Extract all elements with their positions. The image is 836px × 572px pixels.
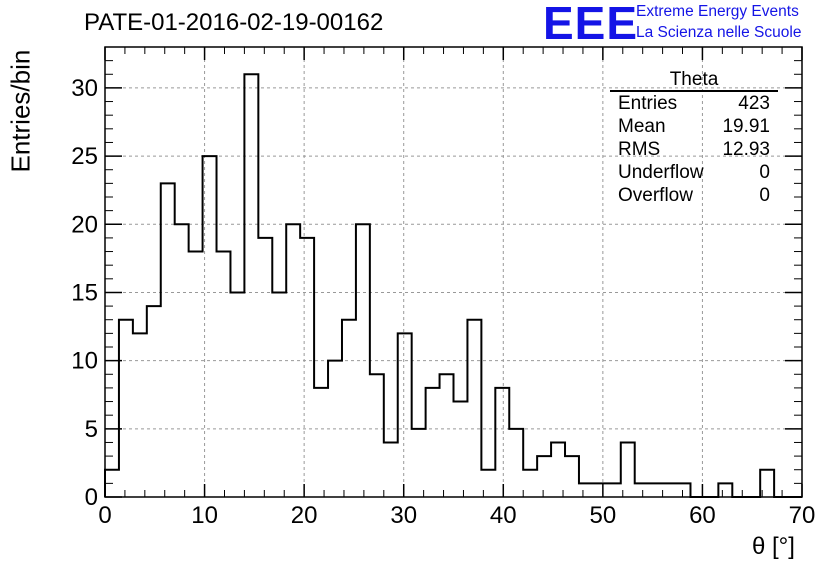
x-tick-label: 40 [490,502,517,529]
logo-subtitle-2: La Scienza nelle Scuole [636,24,802,41]
y-tick-label: 25 [71,143,98,170]
x-tick-label: 30 [390,502,417,529]
logo-subtitle-1: Extreme Energy Events [636,3,799,20]
stats-value: 0 [759,185,770,206]
x-tick-label: 0 [98,502,111,529]
stats-value: 12.93 [722,139,770,160]
stats-label: Mean [618,116,666,137]
y-tick-label: 5 [85,416,98,443]
x-tick-label: 70 [789,502,816,529]
x-tick-label: 60 [689,502,716,529]
y-tick-label: 0 [85,484,98,511]
chart-title: PATE-01-2016-02-19-00162 [84,9,384,36]
grid-lines [105,47,802,497]
stats-label: RMS [618,139,661,160]
stats-row: Underflow 0 [610,161,778,184]
y-tick-label: 20 [71,211,98,238]
stats-label: Entries [618,93,678,114]
stats-row: RMS 12.93 [610,138,778,161]
stats-value: 19.91 [722,116,770,137]
eee-logo: EEE [543,0,639,49]
stats-label: Underflow [618,162,704,183]
stats-row: Entries 423 [610,92,778,115]
stats-row: Mean 19.91 [610,115,778,138]
x-tick-label: 20 [291,502,318,529]
tick-labels: 0 10 20 30 40 50 60 70 0 5 10 15 20 25 30 [71,75,815,529]
y-tick-label: 30 [71,75,98,102]
plot-frame [104,46,803,498]
x-tick-label: 10 [191,502,218,529]
axis-ticks [104,46,803,498]
y-tick-label: 10 [71,348,98,375]
x-tick-label: 50 [590,502,617,529]
x-axis-title: θ [°] [752,533,795,560]
y-tick-label: 15 [71,279,98,306]
stats-box: Theta Entries 423 Mean 19.91 RMS 12.93 U… [610,70,778,207]
y-axis-title: Entries/bin [5,49,36,173]
histogram-step-line [104,73,802,498]
stats-value: 423 [738,93,770,114]
stats-row: Overflow 0 [610,184,778,207]
stats-value: 0 [759,162,770,183]
stats-title: Theta [610,70,778,92]
stats-label: Overflow [618,185,693,206]
